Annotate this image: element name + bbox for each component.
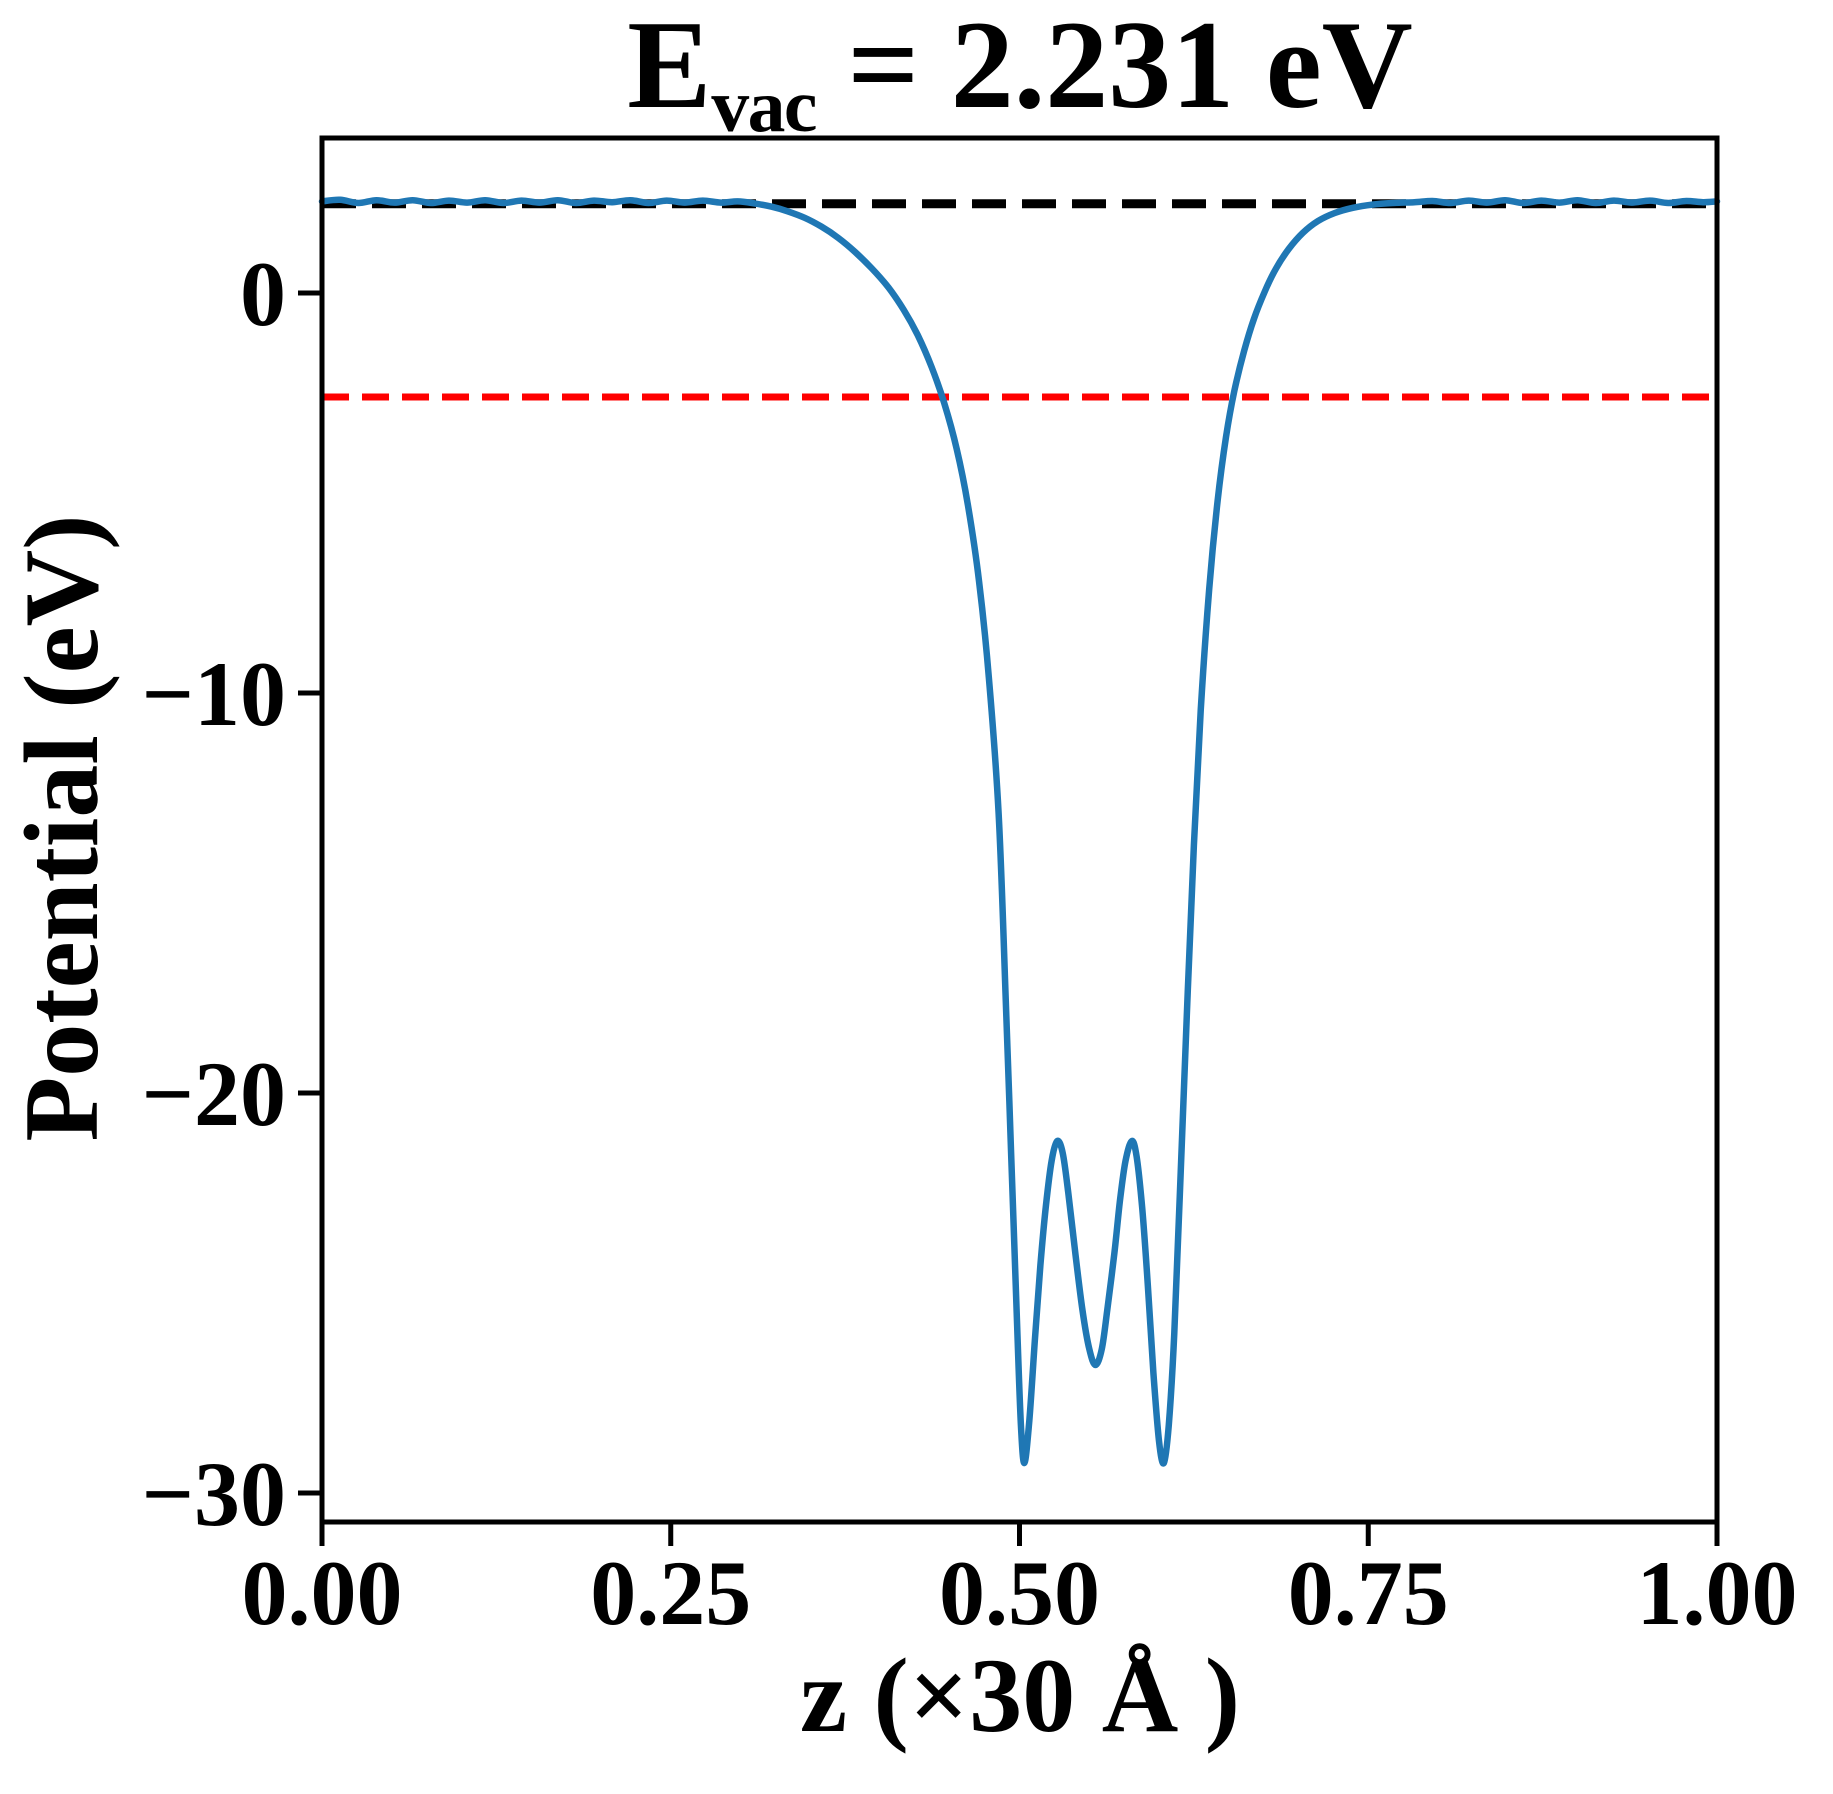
chart-title: Evac = 2.231 eV	[627, 0, 1413, 144]
title-symbol: E	[627, 0, 712, 135]
y-tick-label: −10	[142, 643, 286, 745]
x-tick-label: 0.00	[242, 1542, 403, 1644]
title-value: = 2.231 eV	[815, 0, 1413, 135]
y-tick-label: −20	[142, 1043, 286, 1145]
y-tick-label: 0	[240, 243, 286, 345]
x-tick-label: 1.00	[1637, 1542, 1798, 1644]
x-axis-label: z (×30 Å )	[799, 1637, 1241, 1754]
x-tick-label: 0.25	[590, 1542, 751, 1644]
planar-averaged-potential-curve	[318, 196, 1721, 1467]
y-tick-label: −30	[142, 1443, 286, 1545]
title-subscript: vac	[711, 65, 817, 149]
x-tick-label: 0.75	[1288, 1542, 1449, 1644]
x-tick-label: 0.50	[939, 1542, 1100, 1644]
